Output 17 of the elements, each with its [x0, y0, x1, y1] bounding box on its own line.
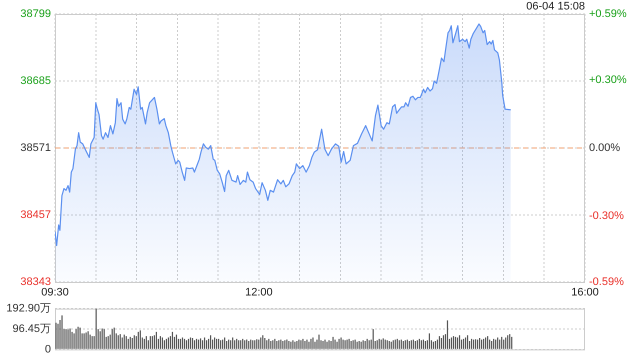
- y-tick-label: 38685: [20, 75, 51, 88]
- y2-tick-label: -0.59%: [589, 276, 624, 288]
- y-tick-label: 96.45万: [12, 323, 51, 336]
- y-tick-label: 38343: [20, 276, 51, 288]
- y-tick-label: 192.90万: [6, 302, 51, 315]
- y-tick-label: 38457: [20, 209, 51, 222]
- text: 06-04 15:08: [526, 0, 585, 13]
- y2-tick-label: +0.59%: [589, 8, 627, 20]
- y-tick-label: 0: [44, 343, 51, 356]
- y2-tick-label: -0.30%: [589, 210, 624, 222]
- y2-tick-label: 0.00%: [589, 142, 620, 154]
- x-tick-label: 12:00: [245, 286, 273, 299]
- x-tick-label: 09:30: [41, 286, 69, 299]
- y2-tick-label: +0.30%: [589, 74, 627, 86]
- x-tick-label: 16:00: [571, 286, 599, 299]
- y-tick-label: 38799: [20, 8, 51, 20]
- y-tick-label: 38571: [20, 142, 51, 154]
